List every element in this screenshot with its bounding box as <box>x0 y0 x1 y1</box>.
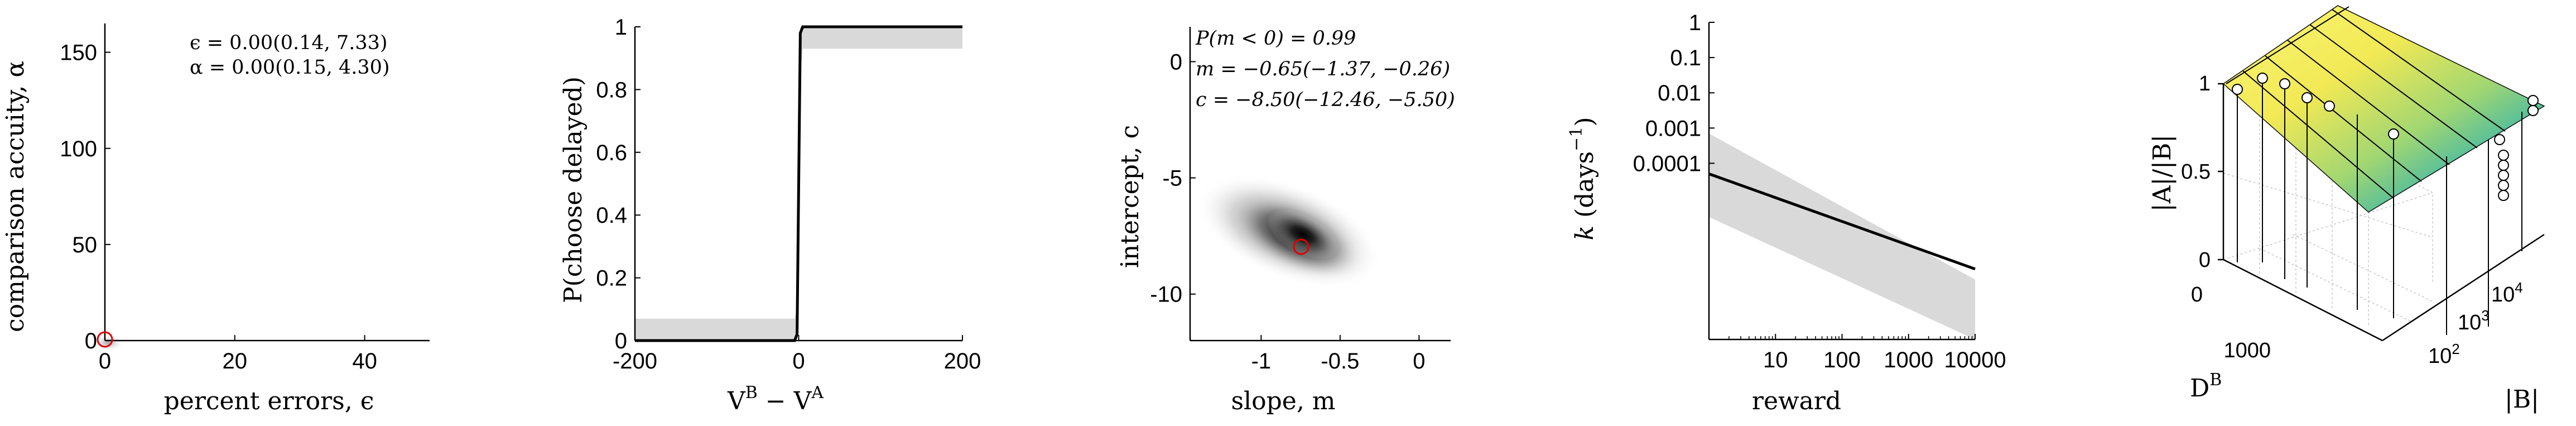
surface-contours <box>2226 6 2506 199</box>
x-tick-label: -200 <box>613 349 657 374</box>
3d-axes <box>2218 83 2545 342</box>
panel-slope-intercept: -1 -0.5 0 -10 -5 0 P(m < 0) = 0.99 m = −0.65(… <box>1116 27 1455 415</box>
stem-markers <box>2232 73 2539 201</box>
annotation-p-negative: P(m < 0) = 0.99 <box>1195 27 1356 50</box>
y-axis-label: |A|/|B| <box>2148 135 2177 212</box>
x-axis-label: reward <box>1752 387 1841 415</box>
y-axis-label: P(choose delayed) <box>559 76 588 303</box>
x-axis-label: VB − VA <box>727 383 824 415</box>
annotation-slope: m = −0.65(−1.37, −0.26) <box>1196 58 1450 80</box>
y-tick-label: 0.5 <box>2181 160 2211 184</box>
panel3-axes: -1 -0.5 0 -10 -5 0 <box>1150 27 1451 374</box>
y-tick-label: 0.001 <box>1645 116 1701 141</box>
y-tick-label: 0.0001 <box>1633 151 1701 176</box>
y-tick-label: 0.1 <box>1670 46 1701 70</box>
annotation-intercept: c = −8.50(−12.46, −5.50) <box>1196 89 1455 111</box>
x-tick-label: 1000 <box>1884 348 1933 372</box>
x-axis-label: |B| <box>2505 385 2539 414</box>
y-tick-label: 0.2 <box>596 266 627 291</box>
panel-3d-surface: 1 0.5 0 0 1000 102 103 104 |A|/|B| DB |B… <box>2148 5 2545 414</box>
surface-plane <box>2222 5 2545 213</box>
x-tick-label: -0.5 <box>1321 349 1359 374</box>
y-tick-label: -10 <box>1150 283 1182 307</box>
point-estimate-marker <box>1293 238 1309 255</box>
x-tick-label: 10000 <box>1944 348 2006 372</box>
z-tick-label: 0 <box>2191 283 2203 307</box>
posterior-density-blob <box>92 334 125 352</box>
y-tick-label: 50 <box>73 233 98 257</box>
y-tick-label: 0 <box>615 329 627 353</box>
x-tick-label: 100 <box>1823 348 1861 372</box>
y-tick-label: 0 <box>85 329 97 353</box>
psychometric-curve <box>635 25 962 342</box>
y-tick-label: -5 <box>1162 166 1182 191</box>
discount-rate-line <box>1708 173 1976 271</box>
y-tick-label: 0 <box>1170 50 1182 74</box>
z-axis-label: DB <box>2190 370 2222 403</box>
panel-error-accuity: 0 20 40 0 50 100 150 ϵ = 0.00(0.14, 7.33) α = … <box>1 23 430 415</box>
panel1-axes: 0 20 40 0 50 100 150 <box>60 23 430 374</box>
point-estimate-marker <box>97 331 113 348</box>
x-tick-label: -1 <box>1251 349 1272 374</box>
y-tick-label: 1 <box>615 15 627 40</box>
x-tick-label: 40 <box>352 349 377 374</box>
x-tick-label: 10 <box>1763 348 1788 372</box>
y-tick-label: 0.4 <box>596 203 627 228</box>
annotation-epsilon: ϵ = 0.00(0.14, 7.33) <box>190 32 388 54</box>
panel-discount-rate: 10 100 1000 10000 0.0001 0.001 0.01 0.1 1 reward… <box>1567 11 2006 415</box>
x-tick-label: 0 <box>1413 349 1425 374</box>
x-tick-label: 0 <box>99 349 111 374</box>
y-tick-label: 0.8 <box>596 78 627 102</box>
stem-lines <box>2237 78 2522 335</box>
y-tick-label: 1 <box>2199 72 2211 95</box>
y-axis-label: k (days−1) <box>1567 117 1599 240</box>
joint-posterior-density <box>1196 174 1381 289</box>
x-tick-label: 200 <box>944 349 981 374</box>
right-tick-label: 103 <box>2458 307 2490 334</box>
y-tick-label: 150 <box>60 41 97 65</box>
y-tick-label: 100 <box>60 137 97 161</box>
x-tick-label: 20 <box>223 349 248 374</box>
credible-band <box>1709 133 1975 339</box>
x-axis-label: percent errors, ϵ <box>164 387 374 415</box>
y-tick-label: 1 <box>1689 11 1701 35</box>
y-axis-label: comparison accuity, α <box>1 61 30 332</box>
annotation-alpha: α = 0.00(0.15, 4.30) <box>190 56 390 79</box>
panel4-axes: 10 100 1000 10000 0.0001 0.001 0.01 0.1 1 <box>1633 11 2006 372</box>
y-tick-label: 0.01 <box>1658 81 1701 106</box>
right-tick-label: 104 <box>2491 279 2523 307</box>
y-tick-label: 0.6 <box>596 141 627 165</box>
right-tick-label: 102 <box>2428 341 2460 368</box>
x-axis-label: slope, m <box>1231 387 1335 415</box>
z-tick-label: 1000 <box>2223 339 2271 362</box>
y-axis-label: intercept, c <box>1116 125 1144 268</box>
x-tick-label: 0 <box>792 349 805 374</box>
y-tick-label: 0 <box>2199 248 2211 272</box>
